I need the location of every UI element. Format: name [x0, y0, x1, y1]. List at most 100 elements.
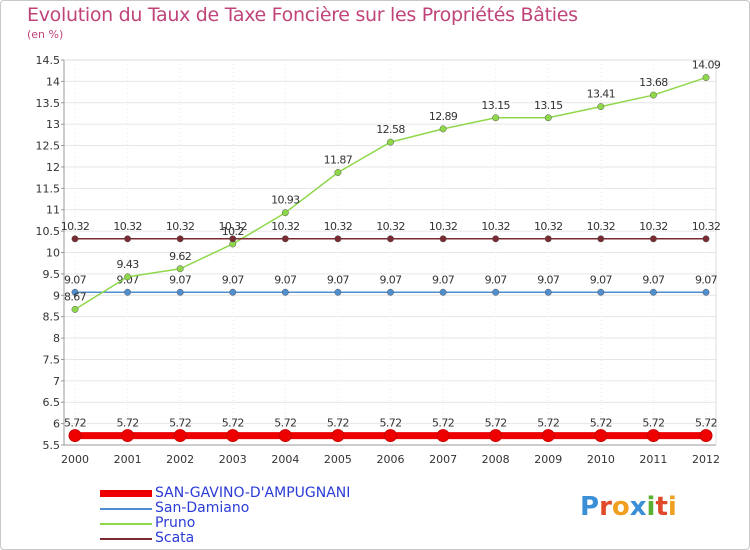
data-point-scata	[176, 235, 184, 243]
x-tick-label: 2009	[534, 453, 562, 466]
data-label-san-damiano: 9.07	[432, 273, 455, 286]
data-label-scata: 10.32	[534, 220, 563, 233]
y-tick-label: 9	[53, 289, 60, 302]
data-label-san-gavino-d-ampugnani: 5.72	[117, 417, 139, 430]
data-label-san-damiano: 9.07	[379, 273, 402, 286]
data-label-pruno: 13.41	[587, 88, 616, 101]
y-tick-label: 5.5	[43, 439, 61, 452]
data-label-san-gavino-d-ampugnani: 5.72	[64, 417, 86, 430]
data-point-scata	[649, 235, 657, 243]
data-point-scata	[387, 235, 394, 243]
proxiti-logo: Proxiti	[580, 492, 677, 522]
legend-label: San-Damiano	[155, 500, 250, 516]
data-label-scata: 10.32	[61, 220, 90, 233]
x-tick-label: 2006	[377, 453, 405, 466]
x-tick-label: 2008	[482, 453, 510, 466]
data-label-pruno: 8.67	[64, 290, 87, 303]
data-point-scata	[124, 235, 132, 243]
data-label-scata: 10.32	[324, 220, 353, 233]
data-point-san-damiano	[439, 288, 447, 296]
data-point-san-gavino-d-ampugnani	[541, 429, 555, 443]
data-label-san-gavino-d-ampugnani: 5.72	[485, 417, 507, 430]
data-point-san-damiano	[649, 288, 657, 296]
data-point-san-damiano	[492, 288, 500, 296]
data-point-scata	[439, 235, 447, 243]
data-label-san-gavino-d-ampugnani: 5.72	[327, 417, 349, 430]
data-point-san-damiano	[334, 288, 342, 296]
y-tick-label: 14.5	[36, 54, 61, 67]
data-label-san-gavino-d-ampugnani: 5.72	[222, 417, 244, 430]
data-point-scata	[597, 235, 605, 243]
data-label-pruno: 9.62	[169, 250, 191, 263]
y-tick-label: 7	[53, 375, 60, 388]
data-label-scata: 10.32	[271, 220, 300, 233]
data-point-san-gavino-d-ampugnani	[226, 429, 240, 443]
data-label-scata: 10.32	[481, 220, 510, 233]
data-point-san-gavino-d-ampugnani	[436, 429, 450, 443]
data-point-san-damiano	[597, 288, 605, 296]
data-point-pruno	[649, 91, 657, 99]
data-point-scata	[702, 235, 710, 243]
legend-swatch	[100, 523, 152, 525]
data-label-pruno: 13.15	[534, 99, 563, 112]
y-tick-label: 8.5	[43, 311, 61, 324]
data-point-san-damiano	[544, 288, 552, 296]
data-point-san-gavino-d-ampugnani	[68, 429, 82, 443]
y-tick-label: 6	[53, 418, 60, 431]
data-point-san-gavino-d-ampugnani	[173, 429, 187, 443]
data-point-pruno	[439, 125, 447, 133]
data-point-san-gavino-d-ampugnani	[384, 429, 397, 443]
data-label-san-gavino-d-ampugnani: 5.72	[274, 417, 296, 430]
data-label-san-damiano: 9.07	[274, 273, 297, 286]
data-point-pruno	[281, 209, 289, 217]
y-tick-label: 10.5	[36, 225, 61, 238]
data-point-san-damiano	[71, 288, 79, 296]
x-tick-label: 2000	[61, 453, 89, 466]
data-label-san-gavino-d-ampugnani: 5.72	[590, 417, 612, 430]
data-point-scata	[71, 235, 79, 243]
data-label-scata: 10.32	[376, 220, 405, 233]
legend-swatch	[100, 508, 152, 510]
x-tick-label: 2005	[324, 453, 352, 466]
y-tick-label: 6.5	[43, 396, 61, 409]
data-label-pruno: 13.68	[639, 76, 668, 89]
x-tick-label: 2002	[166, 453, 194, 466]
data-label-san-damiano: 9.07	[642, 273, 665, 286]
data-point-san-damiano	[702, 288, 710, 296]
data-label-san-damiano: 9.07	[590, 273, 613, 286]
data-point-san-damiano	[229, 288, 237, 296]
data-label-san-damiano: 9.07	[327, 273, 350, 286]
data-point-san-damiano	[176, 288, 184, 296]
data-label-san-gavino-d-ampugnani: 5.72	[432, 417, 454, 430]
data-point-scata	[544, 235, 552, 243]
data-label-pruno: 13.15	[481, 99, 510, 112]
y-tick-label: 14	[46, 75, 60, 88]
y-tick-label: 11	[46, 204, 60, 217]
data-point-san-damiano	[281, 288, 289, 296]
data-label-pruno: 12.89	[429, 110, 458, 123]
y-tick-label: 7.5	[43, 353, 61, 366]
legend-label: Scata	[155, 530, 195, 546]
y-tick-label: 10	[46, 247, 60, 260]
data-point-scata	[492, 235, 500, 243]
data-label-pruno: 10.2	[222, 225, 244, 238]
data-point-scata	[229, 235, 237, 243]
data-label-san-damiano: 9.07	[222, 273, 245, 286]
legend-swatch	[100, 538, 152, 540]
data-label-san-damiano: 9.07	[169, 273, 192, 286]
y-tick-label: 12	[46, 161, 60, 174]
data-point-pruno	[702, 74, 710, 81]
data-point-pruno	[176, 265, 184, 273]
legend-label: SAN-GAVINO-D'AMPUGNANI	[155, 485, 351, 501]
y-tick-label: 12.5	[36, 140, 61, 153]
data-label-pruno: 9.43	[117, 258, 140, 271]
data-point-pruno	[334, 169, 342, 176]
data-point-pruno	[597, 103, 605, 111]
data-label-scata: 10.32	[113, 220, 142, 233]
data-label-pruno: 11.87	[324, 154, 353, 167]
y-axis-unit: (en %)	[27, 28, 64, 41]
data-point-san-gavino-d-ampugnani	[594, 429, 608, 443]
data-point-pruno	[124, 273, 132, 281]
data-label-san-damiano: 9.07	[537, 273, 560, 286]
data-label-pruno: 10.93	[271, 194, 300, 207]
